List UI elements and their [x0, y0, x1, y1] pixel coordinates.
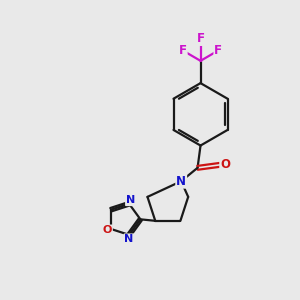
Text: N: N: [126, 195, 135, 205]
Text: O: O: [220, 158, 230, 171]
Text: N: N: [176, 175, 186, 188]
Text: O: O: [103, 225, 112, 236]
Text: N: N: [124, 234, 134, 244]
Text: F: F: [179, 44, 187, 57]
Text: F: F: [196, 32, 205, 45]
Text: F: F: [214, 44, 222, 57]
